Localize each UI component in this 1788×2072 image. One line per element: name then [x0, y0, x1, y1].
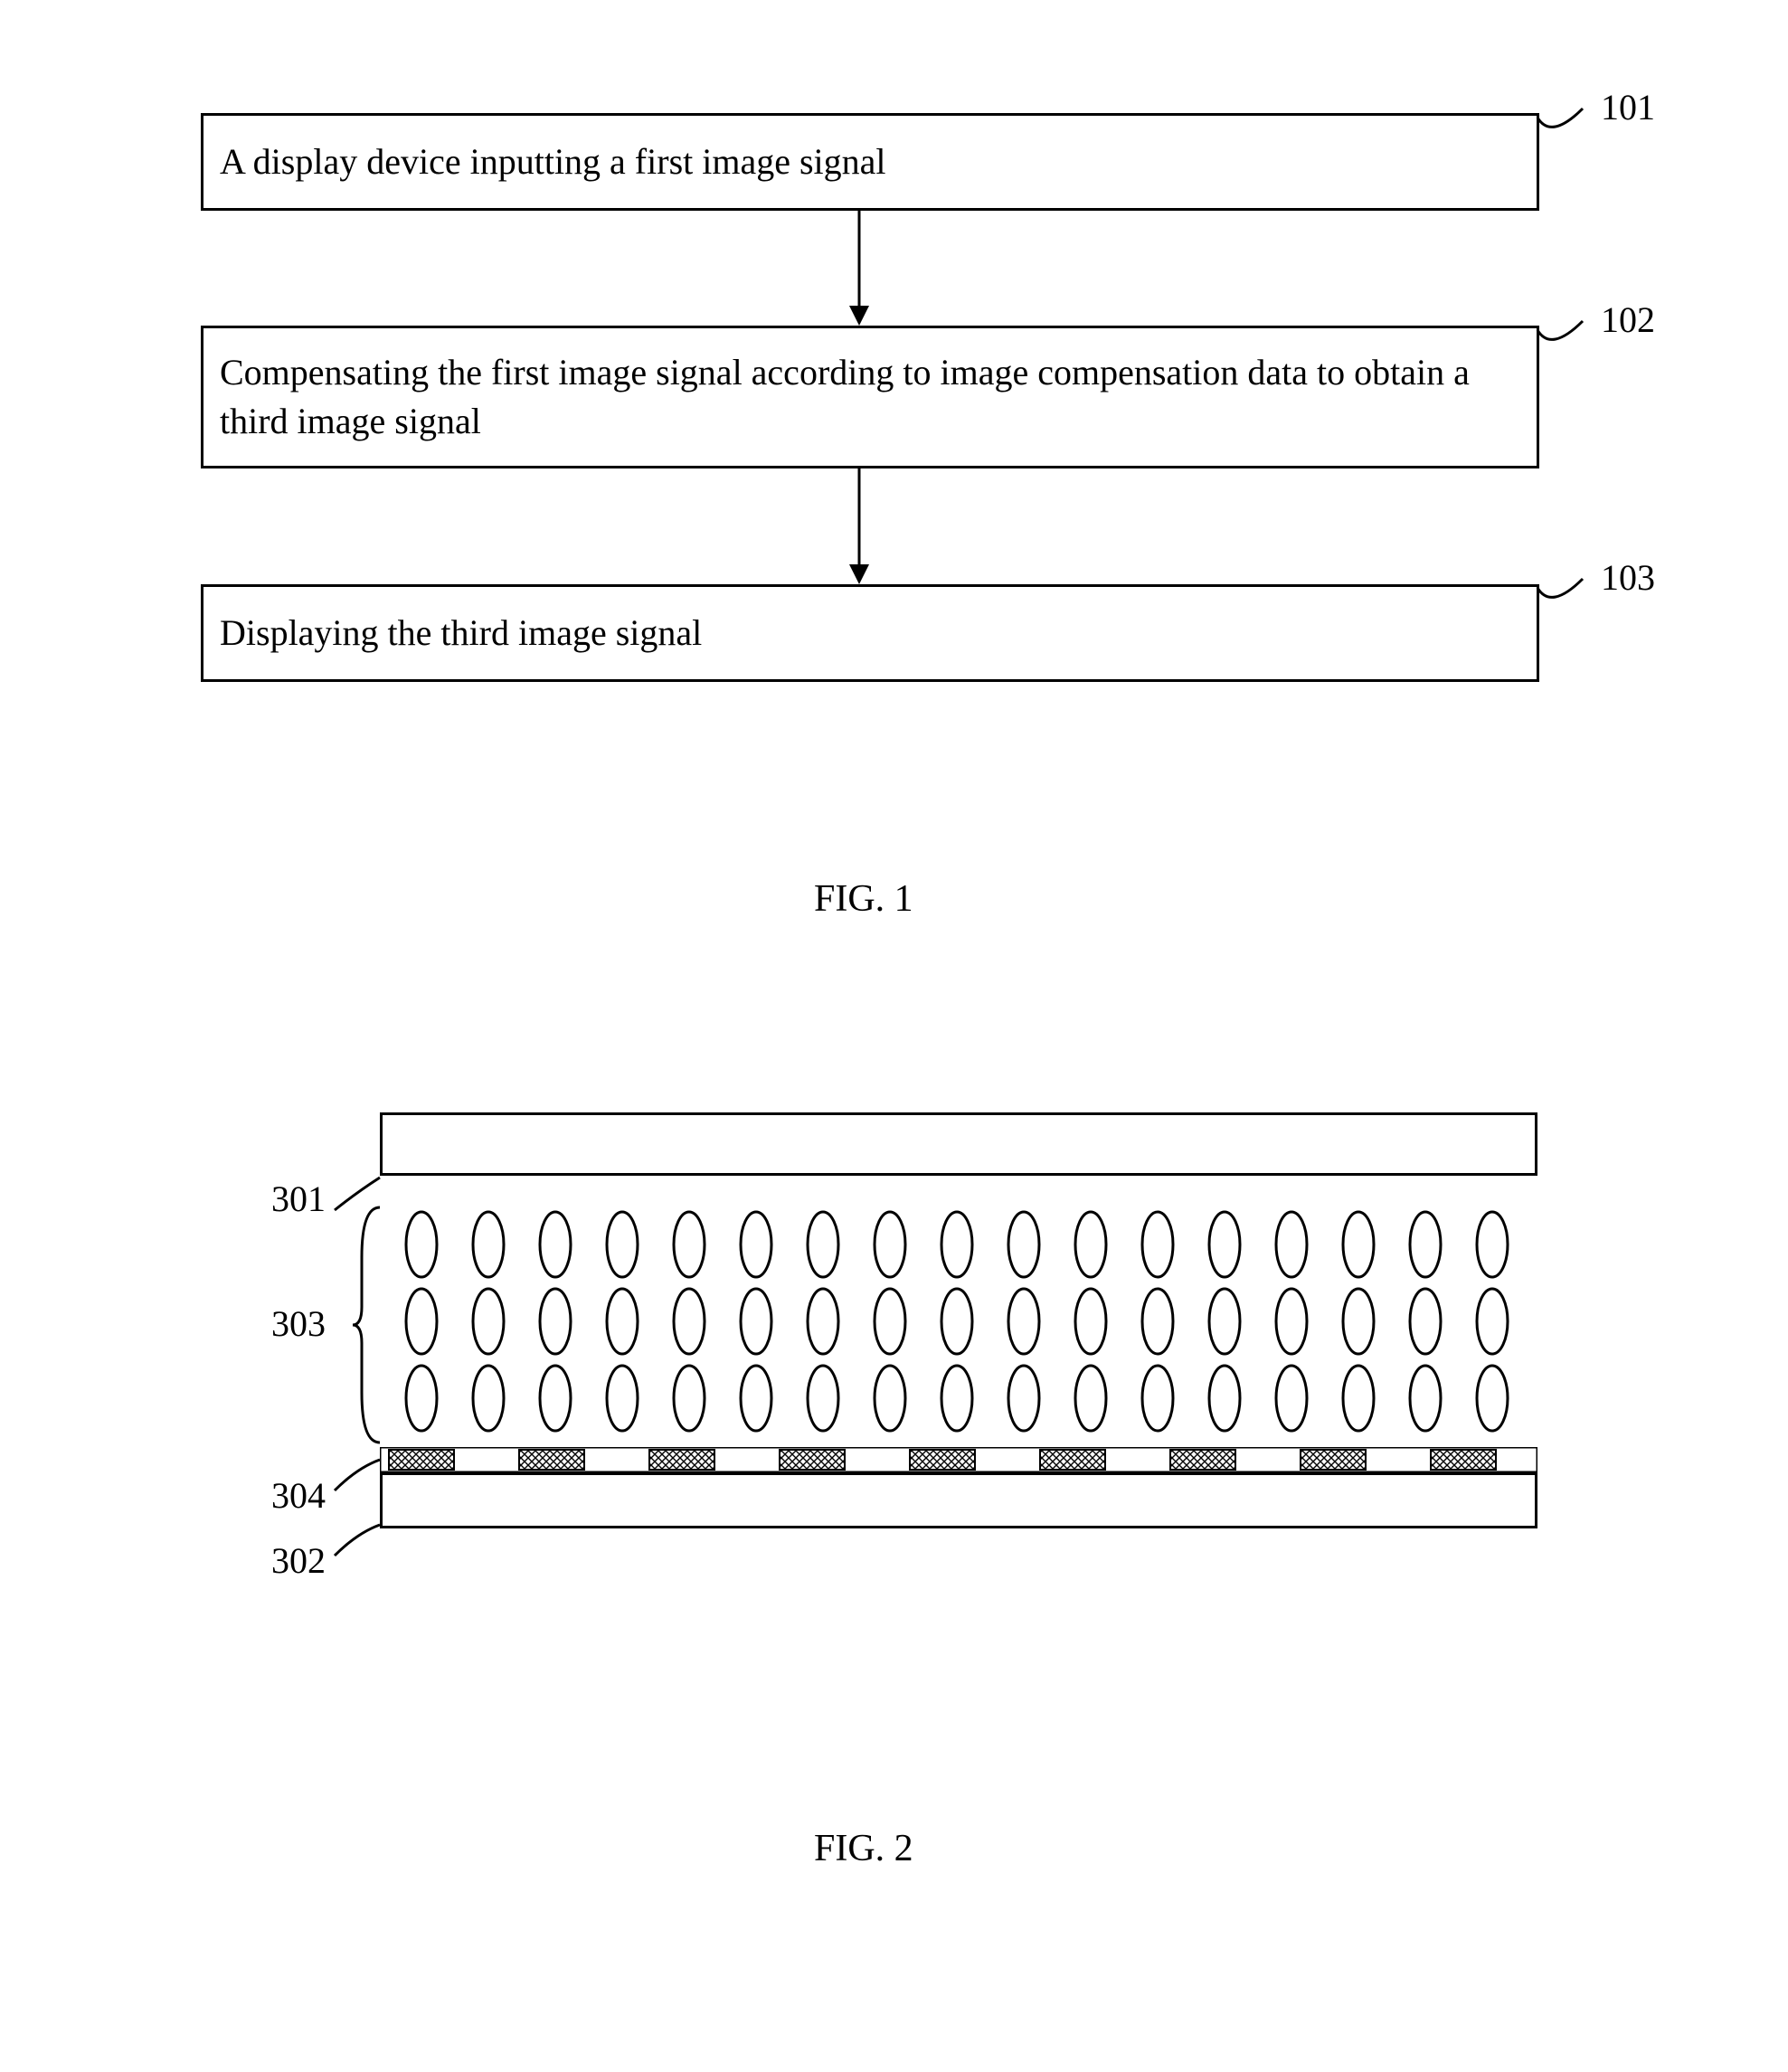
flow-box-102-text: Compensating the first image signal acco… [220, 348, 1537, 446]
flow-box-101: A display device inputting a first image… [201, 113, 1539, 211]
page-canvas: A display device inputting a first image… [0, 0, 1788, 2072]
callout-num-102: 102 [1601, 298, 1655, 341]
flow-box-103: Displaying the third image signal [201, 584, 1539, 682]
bottom-plate-302 [380, 1472, 1537, 1528]
callout-curve-102 [1533, 303, 1596, 357]
flow-box-102: Compensating the first image signal acco… [201, 326, 1539, 468]
electrode-row-304 [380, 1447, 1537, 1472]
callout-curve-103 [1533, 561, 1596, 615]
lc-layer-303 [380, 1203, 1537, 1447]
brace-303 [353, 1203, 389, 1447]
ref-301: 301 [271, 1178, 326, 1220]
callout-num-101: 101 [1601, 86, 1655, 128]
leader-304 [330, 1454, 384, 1500]
figure-1-label: FIG. 1 [814, 877, 913, 921]
flow-arrow-2 [846, 468, 873, 585]
leader-302 [330, 1519, 384, 1565]
ref-303: 303 [271, 1302, 326, 1345]
ref-304: 304 [271, 1474, 326, 1517]
top-plate-301 [380, 1112, 1537, 1176]
flow-box-101-text: A display device inputting a first image… [220, 137, 886, 186]
callout-curve-101 [1533, 90, 1596, 145]
flow-arrow-1 [846, 211, 873, 326]
flow-box-103-text: Displaying the third image signal [220, 609, 702, 658]
callout-num-103: 103 [1601, 556, 1655, 599]
ref-302: 302 [271, 1539, 326, 1582]
figure-2-label: FIG. 2 [814, 1827, 913, 1870]
